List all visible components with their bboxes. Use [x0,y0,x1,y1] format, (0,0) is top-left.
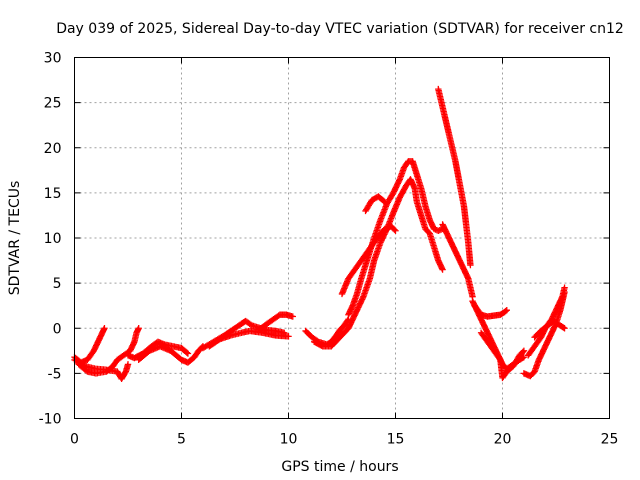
y-tick-label: 20 [44,141,62,157]
grid-lines [74,57,610,419]
data-point [439,266,446,273]
data-point [561,325,568,332]
y-axis-label: SDTVAR / TECUs [7,181,23,296]
y-tick-label: -10 [39,412,62,428]
data-point [135,325,142,332]
data-point [561,284,568,291]
y-tick-label: 10 [44,231,62,247]
data-point [520,347,528,355]
x-axis-label: GPS time / hours [281,459,398,475]
x-tick-label: 15 [387,432,405,448]
y-tick-label: 25 [44,96,62,112]
data-point [101,325,108,332]
data-point [391,226,398,233]
data-point [467,261,474,269]
data-point [124,361,132,368]
data-point [503,307,510,314]
data-point [285,333,292,340]
y-tick-label: -5 [48,366,62,382]
axis-ticks: 0 5 10 15 20 25 -10 -5 0 5 10 15 20 25 30 [39,51,619,448]
y-tick-label: 0 [53,321,62,337]
data-point [380,197,387,205]
x-tick-label: 10 [280,432,298,448]
data-point [289,313,296,320]
x-tick-label: 20 [494,432,512,448]
data-point [392,227,399,234]
x-tick-label: 0 [70,432,79,448]
x-tick-label: 5 [177,432,186,448]
data-point [519,348,527,356]
y-tick-label: 30 [44,51,62,67]
x-tick-label: 25 [601,432,619,448]
data-point [183,349,191,356]
data-point [381,198,388,206]
data-points [71,85,568,382]
data-point [502,307,509,315]
data-point [496,355,503,362]
data-point [560,324,567,331]
y-tick-label: 15 [44,186,62,202]
data-point [184,350,192,357]
chart-title: Day 039 of 2025, Sidereal Day-to-day VTE… [56,21,624,37]
y-tick-label: 5 [53,276,62,292]
